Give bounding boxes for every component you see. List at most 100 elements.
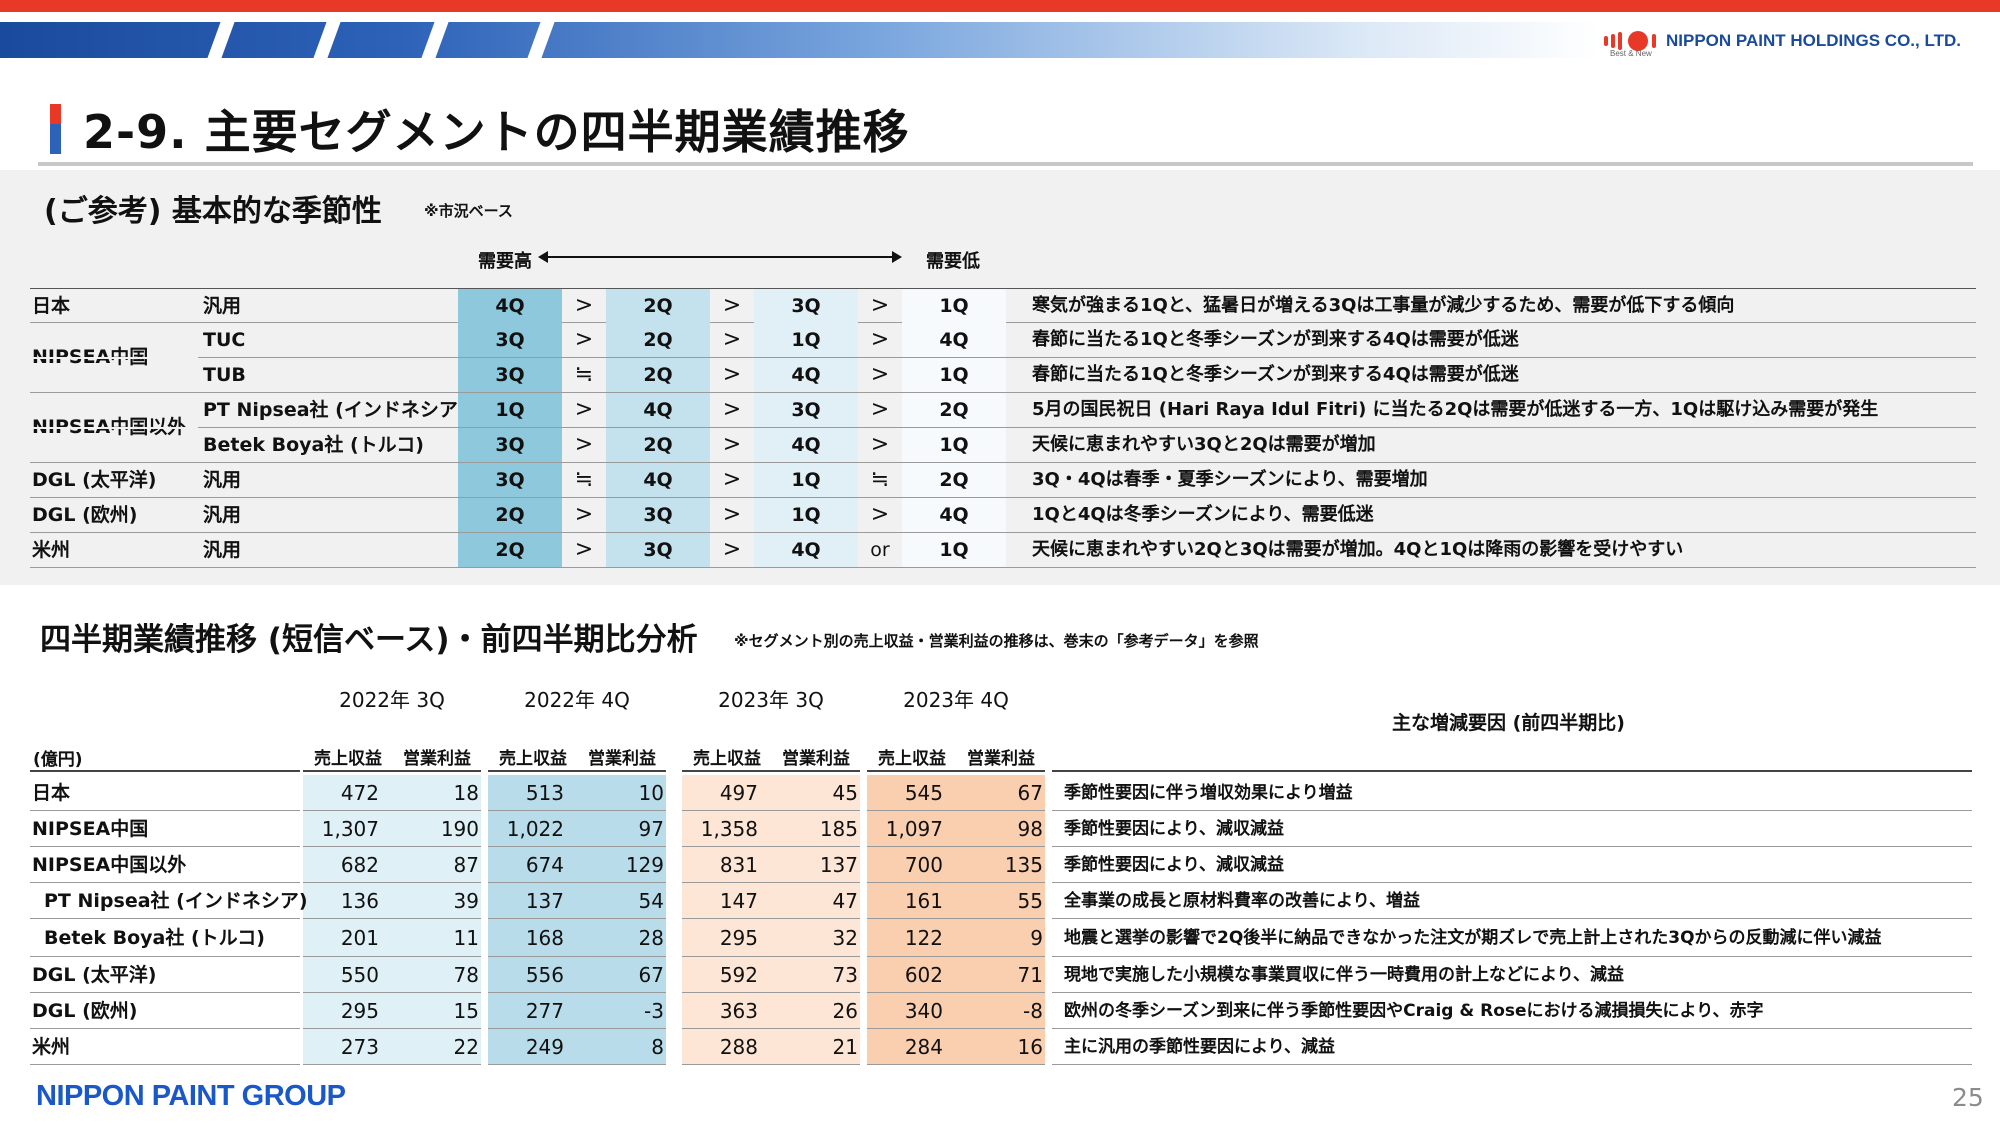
revenue-subheader: 売上収益 <box>314 749 382 769</box>
quarter-rank-2: 4Q <box>606 463 710 497</box>
rank-operator: or <box>870 539 890 561</box>
rank-operator: > <box>722 537 742 562</box>
arrow-left-icon <box>538 251 548 263</box>
segment-label: DGL (太平洋) <box>32 469 157 491</box>
row-divider <box>488 1028 666 1029</box>
profit-value: -3 <box>644 999 664 1023</box>
row-divider <box>488 918 666 919</box>
segment-label: Betek Boya社 (トルコ) <box>44 927 265 949</box>
revenue-value: 284 <box>904 1035 943 1059</box>
reason-text: 主に汎用の季節性要因により、減益 <box>1064 1037 1335 1057</box>
row-divider <box>303 810 481 811</box>
revenue-value: 201 <box>340 926 379 950</box>
row-divider <box>303 918 481 919</box>
title-area: 2-9. 主要セグメントの四半期業績推移 <box>50 96 910 162</box>
profit-value: 98 <box>1017 817 1043 841</box>
quarterly-note: ※セグメント別の売上収益・営業利益の推移は、巻末の「参考データ」を参照 <box>734 632 1259 650</box>
category-label: 汎用 <box>203 469 242 491</box>
profit-value: 28 <box>638 926 664 950</box>
row-divider <box>867 992 1045 993</box>
period-header-rule <box>867 770 1045 772</box>
quarter-rank-1: 3Q <box>458 428 562 462</box>
row-divider <box>30 846 300 847</box>
seasonality-description: 春節に当たる1Qと冬季シーズンが到来する4Qは需要が低迷 <box>1032 364 1519 385</box>
profit-value: 129 <box>625 853 664 877</box>
quarter-rank-1: 3Q <box>458 463 562 497</box>
reason-column-header: 主な増減要因 (前四半期比) <box>1392 712 1625 734</box>
revenue-value: 472 <box>340 781 379 805</box>
revenue-value: 556 <box>525 963 564 987</box>
quarter-rank-2: 2Q <box>606 358 710 392</box>
seasonality-title: (ご参考) 基本的な季節性 <box>44 194 382 229</box>
category-label: 汎用 <box>203 504 242 526</box>
title-accent-mark <box>50 104 61 154</box>
row-divider <box>30 918 300 919</box>
revenue-value: 147 <box>719 889 758 913</box>
rank-operator: > <box>574 293 594 318</box>
page-number: 25 <box>1952 1083 1984 1112</box>
period-band <box>867 775 1045 1065</box>
reason-header-rule <box>1052 770 1972 772</box>
row-divider <box>488 846 666 847</box>
row-divider <box>1052 882 1972 883</box>
seasonality-row: 米州 汎用 2Q >3Q >4Q or 1Q 天候に恵まれやすい2Qと3Qは需要が増加。4Qと… <box>30 533 1976 568</box>
profit-value: 87 <box>453 853 479 877</box>
profit-value: 9 <box>1030 926 1043 950</box>
segment-label: 米州 <box>32 1036 71 1058</box>
row-divider <box>867 846 1045 847</box>
revenue-value: 513 <box>525 781 564 805</box>
footer-logo: NIPPON PAINT GROUP <box>36 1080 346 1112</box>
quarter-rank-2: 4Q <box>606 393 710 427</box>
profit-value: 39 <box>453 889 479 913</box>
profit-value: 11 <box>453 926 479 950</box>
seasonality-row: TUB 3Q ≒ 2Q >4Q >1Q 春節に当たる1Qと冬季シーズンが到来する4Qは需要が… <box>30 358 1976 393</box>
profit-value: 18 <box>453 781 479 805</box>
rank-operator: ≒ <box>870 467 890 492</box>
seasonality-description: 1Qと4Qは冬季シーズンにより、需要低迷 <box>1032 504 1374 525</box>
profit-subheader: 営業利益 <box>967 749 1035 769</box>
quarter-rank-1: 2Q <box>458 533 562 567</box>
revenue-value: 602 <box>904 963 943 987</box>
quarter-rank-3: 1Q <box>754 323 858 357</box>
seasonality-row: DGL (欧州) 汎用 2Q >3Q >1Q >4Q 1Qと4Qは冬季シーズンにより、需要低… <box>30 498 1976 533</box>
revenue-value: 1,358 <box>700 817 758 841</box>
profit-value: 45 <box>832 781 858 805</box>
merged-cell-cover <box>30 357 198 359</box>
row-divider <box>1052 846 1972 847</box>
row-divider <box>303 956 481 957</box>
row-divider <box>30 810 300 811</box>
row-divider <box>303 1028 481 1029</box>
row-divider <box>867 956 1045 957</box>
quarter-rank-3: 4Q <box>754 358 858 392</box>
rank-operator: > <box>870 432 890 457</box>
period-band <box>488 775 666 1065</box>
profit-value: 22 <box>453 1035 479 1059</box>
quarter-rank-4: 2Q <box>902 463 1006 497</box>
top-red-bar <box>0 0 2000 12</box>
row-divider <box>867 1028 1045 1029</box>
profit-value: 185 <box>819 817 858 841</box>
seasonality-description: 寒気が強まる1Qと、猛暑日が増える3Qは工事量が減少するため、需要が低下する傾向 <box>1032 295 1735 316</box>
revenue-value: 1,307 <box>321 817 379 841</box>
row-divider <box>303 992 481 993</box>
seasonality-description: 5月の国民祝日 (Hari Raya Idul Fitri) に当たる2Qは需要… <box>1032 399 1879 420</box>
reason-text: 欧州の冬季シーズン到来に伴う季節性要因やCraig & Roseにおける減損損失… <box>1064 1001 1764 1021</box>
rank-operator: > <box>574 327 594 352</box>
rank-operator: > <box>574 537 594 562</box>
row-divider <box>682 1064 860 1065</box>
revenue-value: 277 <box>525 999 564 1023</box>
segment-label: DGL (太平洋) <box>32 964 157 986</box>
revenue-subheader: 売上収益 <box>499 749 567 769</box>
profit-value: 47 <box>832 889 858 913</box>
quarter-rank-1: 3Q <box>458 358 562 392</box>
quarter-rank-2: 3Q <box>606 498 710 532</box>
row-divider <box>1052 810 1972 811</box>
row-divider <box>1052 1028 1972 1029</box>
revenue-value: 700 <box>904 853 943 877</box>
reason-text: 全事業の成長と原材料費率の改善により、増益 <box>1064 891 1420 911</box>
segment-label <box>32 428 197 462</box>
reason-text: 季節性要因に伴う増収効果により増益 <box>1064 783 1353 803</box>
company-logo: NIPPON PAINT HOLDINGS CO., LTD. <box>1602 26 1961 56</box>
row-divider <box>488 882 666 883</box>
period-header: 2022年 4Q <box>524 688 630 712</box>
